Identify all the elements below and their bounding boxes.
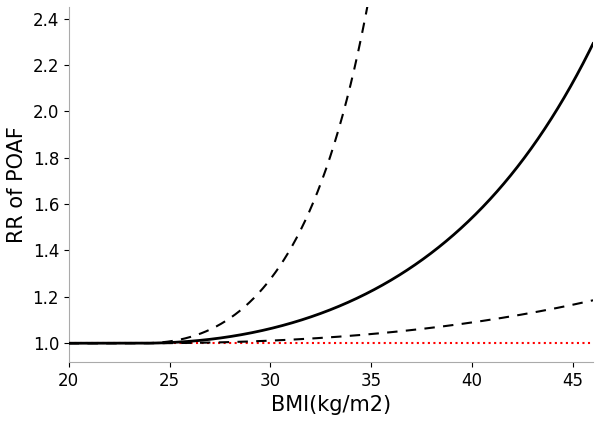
X-axis label: BMI(kg/m2): BMI(kg/m2) — [271, 395, 391, 415]
Y-axis label: RR of POAF: RR of POAF — [7, 126, 27, 243]
